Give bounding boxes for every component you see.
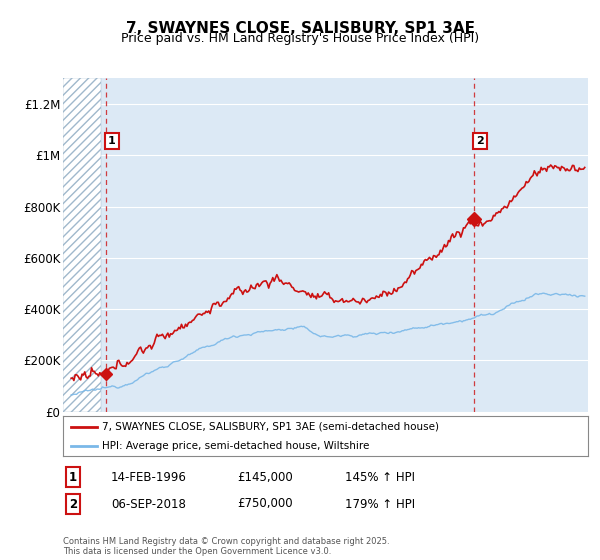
Text: 7, SWAYNES CLOSE, SALISBURY, SP1 3AE: 7, SWAYNES CLOSE, SALISBURY, SP1 3AE: [125, 21, 475, 36]
Text: 179% ↑ HPI: 179% ↑ HPI: [345, 497, 415, 511]
Text: Contains HM Land Registry data © Crown copyright and database right 2025.
This d: Contains HM Land Registry data © Crown c…: [63, 536, 389, 556]
Bar: [63, 78, 101, 412]
Text: 1: 1: [69, 470, 77, 484]
Text: Price paid vs. HM Land Registry's House Price Index (HPI): Price paid vs. HM Land Registry's House …: [121, 32, 479, 45]
Text: 14-FEB-1996: 14-FEB-1996: [111, 470, 187, 484]
Text: 145% ↑ HPI: 145% ↑ HPI: [345, 470, 415, 484]
Text: 06-SEP-2018: 06-SEP-2018: [111, 497, 186, 511]
Text: 7, SWAYNES CLOSE, SALISBURY, SP1 3AE (semi-detached house): 7, SWAYNES CLOSE, SALISBURY, SP1 3AE (se…: [103, 422, 439, 432]
Text: £145,000: £145,000: [237, 470, 293, 484]
Text: HPI: Average price, semi-detached house, Wiltshire: HPI: Average price, semi-detached house,…: [103, 441, 370, 451]
Text: 2: 2: [69, 497, 77, 511]
Text: 1: 1: [108, 136, 116, 146]
Text: 2: 2: [476, 136, 484, 146]
Text: £750,000: £750,000: [237, 497, 293, 511]
